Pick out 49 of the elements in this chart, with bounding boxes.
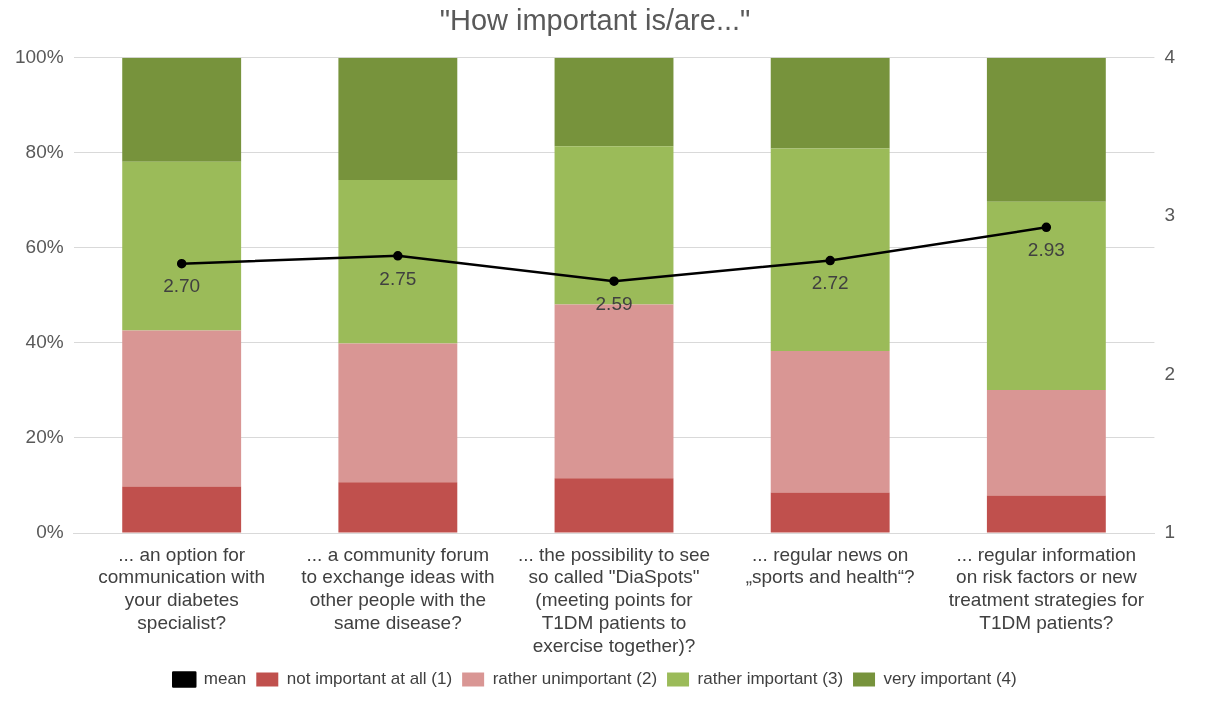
point <box>393 251 403 261</box>
bar <box>770 148 890 351</box>
y-tick-label: 0% <box>36 521 64 543</box>
point <box>609 276 619 286</box>
bar <box>986 389 1106 496</box>
bar <box>770 351 890 493</box>
y2-tick-label: 4 <box>1164 46 1176 68</box>
bar <box>338 343 458 483</box>
bar <box>122 57 242 162</box>
x-tick-label: ... the possibility to see so called "DiaSpots" (meeting points for T1DM patients to exercise together)? <box>517 543 711 656</box>
bar <box>338 179 458 344</box>
y2-tick-label: 2 <box>1164 362 1176 384</box>
x-tick-label: ... a community forum to exchange ideas with other people with the same disease? <box>301 543 495 634</box>
legend-label: mean <box>203 669 247 689</box>
legend-label: not important at all (1) <box>286 669 453 689</box>
bar <box>770 57 890 149</box>
bar <box>122 161 242 331</box>
bar <box>554 478 674 533</box>
x-tick-label: ... regular news on „sports and health“? <box>745 543 915 588</box>
bar <box>986 201 1106 390</box>
data-label: 2.93 <box>1027 239 1065 261</box>
bar <box>986 57 1106 202</box>
y2-tick-label: 1 <box>1164 521 1176 543</box>
bar <box>338 482 458 533</box>
y-tick-label: 80% <box>25 141 64 163</box>
data-label: 2.70 <box>163 275 201 297</box>
bar <box>770 492 890 533</box>
legend-label: very important (4) <box>883 669 1017 689</box>
x-tick-label: ... regular information on risk factors or new treatment strategies for T1DM patients? <box>948 543 1145 634</box>
x-tick-label: ... an option for communication with your diabetes specialist? <box>98 543 266 634</box>
y-tick-label: 100% <box>14 46 64 68</box>
bar <box>554 57 674 147</box>
bar <box>986 495 1106 533</box>
bar <box>338 57 458 180</box>
bar <box>122 330 242 487</box>
data-label: 2.72 <box>811 272 849 294</box>
point <box>176 258 187 269</box>
data-label: 2.75 <box>379 267 417 289</box>
point <box>825 255 835 266</box>
chart-title: "How important is/are..." <box>439 4 751 37</box>
legend-label: rather important (3) <box>697 669 844 689</box>
y-tick-label: 20% <box>25 426 64 448</box>
point <box>1041 222 1052 233</box>
legend-label: rather unimportant (2) <box>492 669 658 689</box>
y-tick-label: 40% <box>25 331 64 353</box>
y-tick-label: 60% <box>25 236 64 258</box>
bar <box>122 486 242 533</box>
data-label: 2.59 <box>595 292 633 314</box>
y2-tick-label: 3 <box>1164 204 1176 226</box>
